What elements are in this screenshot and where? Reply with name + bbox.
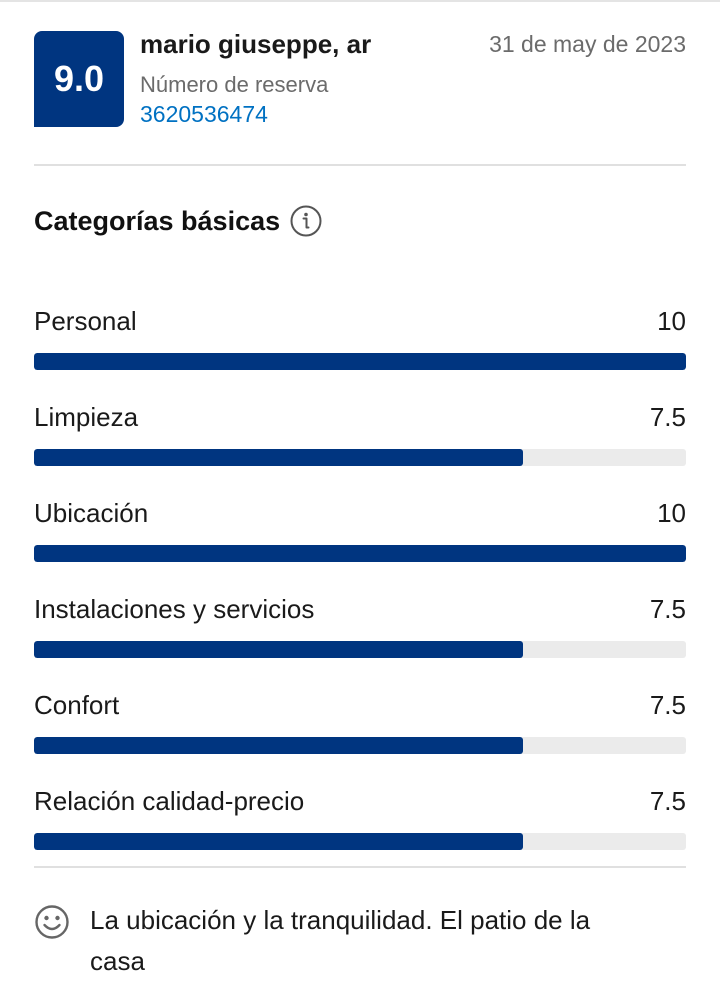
info-icon[interactable] [290,205,322,237]
category-bar-fill [34,833,523,850]
category-bar-track [34,833,686,850]
header-divider [34,164,686,166]
category-label: Relación calidad-precio [34,786,305,816]
categories-title: Categorías básicas [34,205,322,237]
category-score: 7.5 [649,594,686,624]
comment-text: La ubicación y la tranquilidad. El patio… [90,905,591,976]
category-bar-track [34,449,686,466]
category-score: 10 [657,498,686,528]
category-label: Instalaciones y servicios [34,594,315,624]
category-row: Limpieza 7.5 [34,402,686,498]
review-comment: La ubicación y la tranquilidad. El patio… [34,900,686,982]
review-score: 9.0 [53,58,105,99]
category-bar-track [34,545,686,562]
review-date: 31 de may de 2023 [489,31,686,57]
category-label: Ubicación [34,498,149,528]
category-row: Relación calidad-precio 7.5 [34,786,686,882]
category-bar-track [34,737,686,754]
category-label: Limpieza [34,402,139,432]
category-row: Instalaciones y servicios 7.5 [34,594,686,690]
category-label: Personal [34,306,137,336]
top-divider [0,0,720,2]
category-row: Ubicación 10 [34,498,686,594]
category-score: 10 [657,306,686,336]
category-label: Confort [34,690,120,720]
category-row: Confort 7.5 [34,690,686,786]
categories-title-text: Categorías básicas [34,205,281,236]
reviewer-name: mario giuseppe, ar [140,29,372,59]
smile-icon [34,904,70,940]
category-row: Personal 10 [34,306,686,402]
category-bar-fill [34,353,686,370]
category-list: Personal 10 Limpieza 7.5 Ubicación 10 In… [34,306,686,882]
booking-number-label: Número de reserva [140,72,329,97]
category-bar-fill [34,545,686,562]
category-bar-track [34,641,686,658]
booking-number-link[interactable]: 3620536474 [140,101,268,127]
category-score: 7.5 [649,690,686,720]
category-bar-track [34,353,686,370]
comment-divider [34,866,686,868]
category-score: 7.5 [649,786,686,816]
category-bar-fill [34,449,523,466]
category-bar-fill [34,641,523,658]
category-bar-fill [34,737,523,754]
review-score-badge: 9.0 [34,31,124,127]
category-score: 7.5 [649,402,686,432]
